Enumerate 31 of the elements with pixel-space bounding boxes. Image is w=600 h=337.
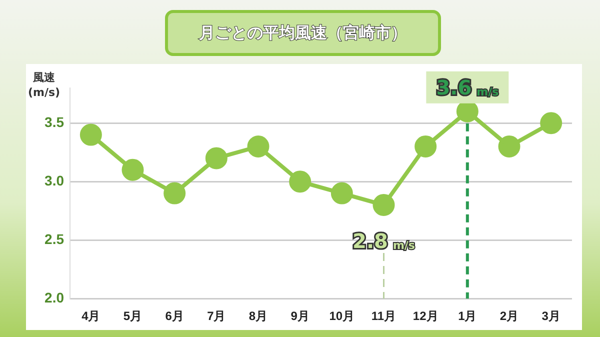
annotation: 3.6 m/s (436, 76, 500, 100)
point (289, 170, 312, 193)
point (80, 124, 102, 146)
point (205, 147, 228, 170)
point (164, 182, 186, 204)
x-tick-label: 10月 (329, 309, 355, 324)
x-tick-label: 7月 (207, 309, 226, 324)
x-tick-label: 8月 (248, 309, 268, 324)
y-tick-label: 3.0 (44, 172, 64, 188)
point (540, 112, 562, 134)
y-axis-title: 風速 (m/s) (28, 70, 60, 100)
point (498, 136, 520, 158)
y-tick-label: 2.0 (44, 289, 64, 306)
chart-title: 月ごとの平均風速（宮崎市） (165, 10, 441, 56)
x-tick-label: 6月 (165, 309, 184, 324)
x-tick-label: 5月 (123, 309, 142, 324)
x-tick-label: 3月 (542, 309, 560, 324)
x-tick-label: 1月 (458, 309, 477, 324)
x-tick-label: 12月 (412, 309, 438, 324)
point (330, 182, 353, 204)
x-tick-label: 2月 (500, 309, 519, 324)
x-tick-label: 4月 (82, 309, 100, 324)
point (414, 136, 437, 158)
point (247, 136, 270, 158)
y-tick-label: 3.5 (44, 114, 64, 130)
x-tick-label: 9月 (290, 309, 310, 324)
x-tick-label: 11月 (371, 309, 396, 324)
point (372, 194, 395, 216)
y-tick-label: 2.5 (44, 230, 64, 247)
point (122, 158, 144, 181)
annotation: 2.8 m/s (352, 229, 416, 254)
